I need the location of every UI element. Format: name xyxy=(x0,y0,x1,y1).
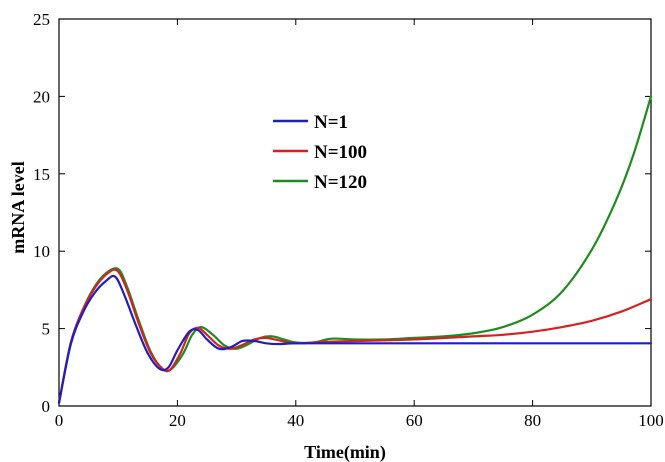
y-tick-label: 10 xyxy=(33,242,50,261)
x-tick-label: 40 xyxy=(287,411,304,430)
y-tick-label: 20 xyxy=(33,87,50,106)
series-line-n-100 xyxy=(57,268,653,404)
series-lines xyxy=(57,95,653,404)
y-tick-label: 15 xyxy=(33,165,50,184)
x-tick-label: 100 xyxy=(638,411,664,430)
legend: N=1 N=100 N=120 xyxy=(273,112,367,193)
y-axis-title: mRNA level xyxy=(8,161,28,253)
legend-label: N=100 xyxy=(314,142,367,163)
x-tick-label: 20 xyxy=(169,411,186,430)
x-tick-label: 0 xyxy=(55,411,64,430)
x-axis-title: Time(min) xyxy=(304,442,386,462)
plot-box xyxy=(58,18,652,407)
series-line-n-1 xyxy=(57,274,653,404)
legend-label: N=1 xyxy=(314,112,348,133)
axis-ticks: 0 20 40 60 80 100 0 5 10 15 20 25 xyxy=(33,10,664,430)
legend-label: N=120 xyxy=(314,172,367,193)
x-tick-label: 80 xyxy=(524,411,541,430)
y-tick-label: 5 xyxy=(42,320,51,339)
y-tick-label: 25 xyxy=(33,10,50,29)
plot-frame xyxy=(58,18,652,407)
y-tick-label: 0 xyxy=(42,397,51,416)
x-tick-label: 60 xyxy=(406,411,423,430)
